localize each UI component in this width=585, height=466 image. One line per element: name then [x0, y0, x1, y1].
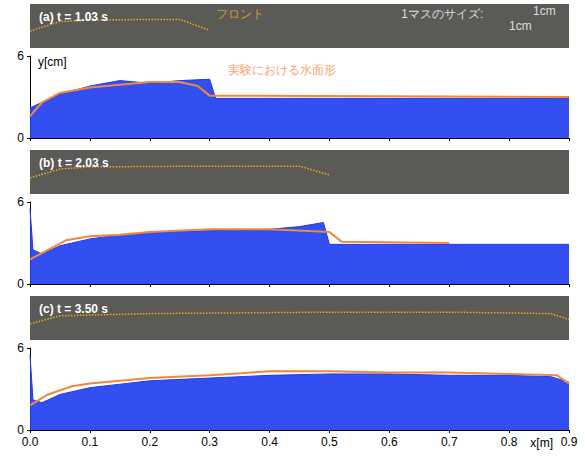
svg-text:1マスのサイズ:: 1マスのサイズ: [401, 7, 483, 21]
svg-text:0: 0 [17, 423, 24, 437]
svg-text:0: 0 [17, 277, 24, 291]
svg-text:6: 6 [17, 341, 24, 355]
svg-text:0.9: 0.9 [561, 435, 578, 449]
svg-text:(c) t = 3.50 s: (c) t = 3.50 s [39, 302, 108, 316]
svg-text:フロント: フロント [216, 7, 264, 21]
svg-text:x[m]: x[m] [530, 436, 553, 450]
svg-text:1cm: 1cm [509, 19, 532, 33]
svg-text:0.0: 0.0 [22, 435, 39, 449]
svg-text:0.2: 0.2 [141, 435, 158, 449]
svg-text:6: 6 [17, 49, 24, 63]
svg-text:0.5: 0.5 [321, 435, 338, 449]
svg-text:0.6: 0.6 [381, 435, 398, 449]
svg-text:(b) t = 2.03 s: (b) t = 2.03 s [39, 156, 109, 170]
svg-text:1cm: 1cm [533, 4, 556, 18]
svg-text:(a) t = 1.03 s: (a) t = 1.03 s [39, 10, 108, 24]
svg-text:0.1: 0.1 [82, 435, 99, 449]
svg-text:y[cm]: y[cm] [38, 55, 67, 69]
svg-text:0.8: 0.8 [501, 435, 518, 449]
svg-text:0.7: 0.7 [441, 435, 458, 449]
svg-text:0.4: 0.4 [261, 435, 278, 449]
svg-text:0: 0 [17, 131, 24, 145]
svg-text:6: 6 [17, 195, 24, 209]
svg-text:0.3: 0.3 [201, 435, 218, 449]
svg-text:実験における水面形: 実験における水面形 [228, 63, 336, 77]
